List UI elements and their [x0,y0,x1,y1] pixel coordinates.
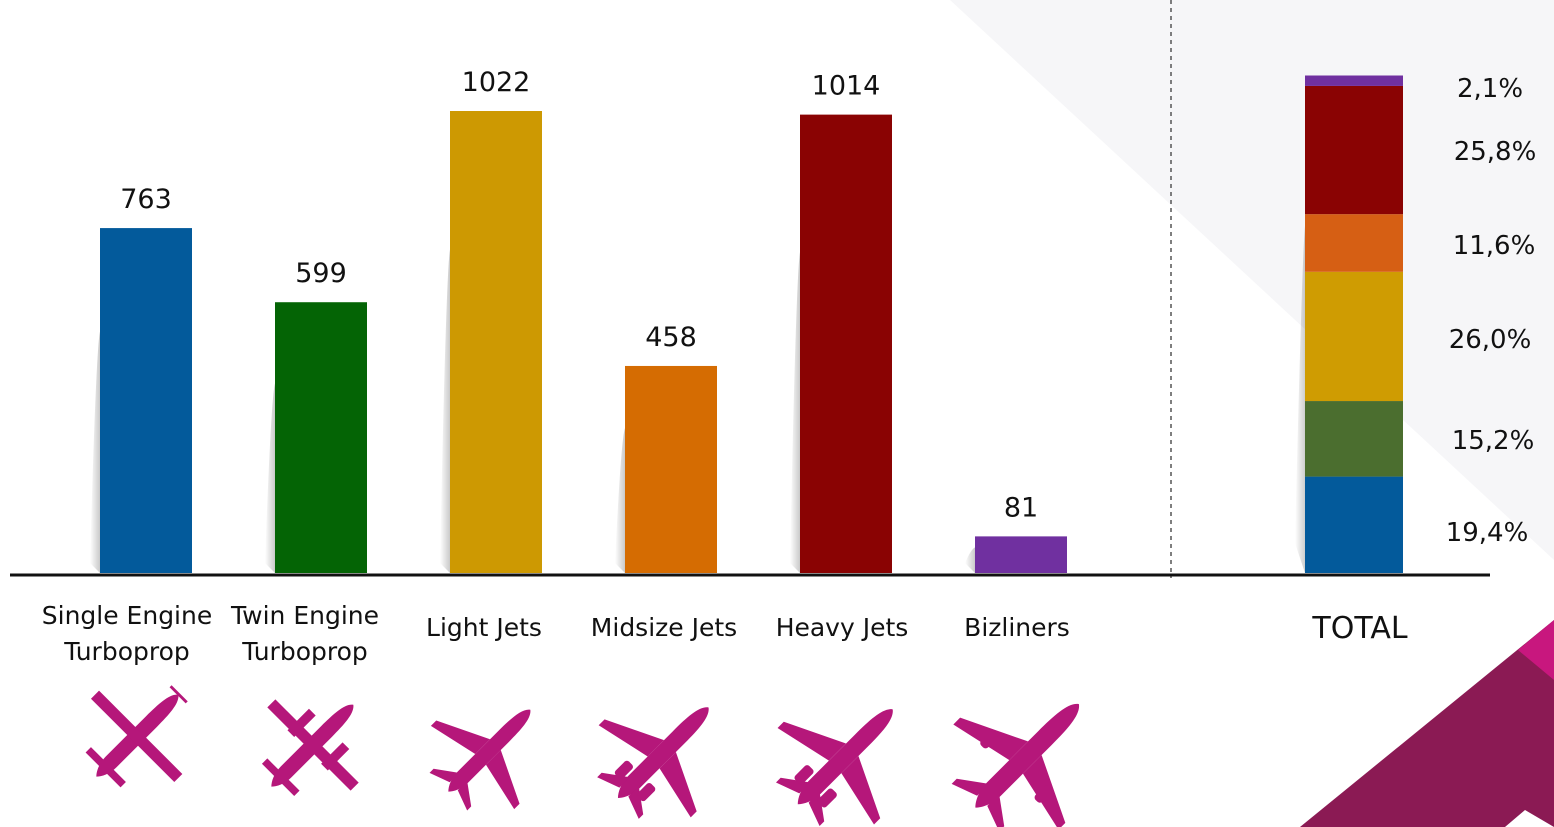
bar-value-label: 81 [1004,492,1038,523]
bar-shadow [265,383,275,573]
stack-segment [1305,271,1403,402]
category-label: Bizliners [964,613,1070,642]
plane-engine [287,708,316,737]
bar-value-label: 458 [645,322,697,353]
bar-value-label: 599 [295,258,347,289]
stack-segment [1305,401,1403,477]
light-jet-plane-icon [429,709,531,811]
plane-fuselage [617,707,709,799]
bar-shadow [440,249,450,573]
plane-wing [267,699,359,791]
twin-engine-turboprop-plane-icon [261,699,359,797]
stack-percent-label: 25,8% [1454,137,1537,167]
bar [275,302,367,573]
bar [450,111,542,573]
plane-engine [614,760,633,779]
heavy-jet-plane-icon [775,709,893,827]
bar-shadow [790,252,800,573]
midsize-jet-plane-icon [597,707,709,819]
stack-percent-label: 26,0% [1449,325,1532,355]
plane-engine [637,783,656,802]
bar-shadow [965,547,975,573]
plane-propeller [169,685,188,704]
category-label: Single Engine [42,601,212,630]
bar-value-label: 1014 [812,71,881,102]
plane-tail [429,768,472,811]
bar [800,114,892,573]
single-engine-turboprop-plane-icon [85,685,188,788]
bar-value-label: 1022 [462,67,531,98]
category-label: Twin Engine [230,601,379,630]
plane-engine [980,731,998,749]
stack-percent-label: 2,1% [1457,74,1523,104]
plane-tail [261,758,300,797]
bar [100,228,192,573]
plane-tail [775,777,825,827]
stack-segment [1305,476,1403,573]
corner-decoration-dark [1300,620,1554,827]
stack-segment [1305,85,1403,215]
stack-percent-label: 15,2% [1452,426,1535,456]
plane-wing [430,720,520,810]
total-category-label: TOTAL [1311,611,1407,646]
stack-segment [1305,214,1403,272]
bar [975,536,1067,573]
plane-fuselage [448,709,531,792]
plane-engine [321,742,350,771]
bar-shadow [615,428,625,573]
category-label: Heavy Jets [776,613,909,642]
stack-percent-label: 19,4% [1446,518,1529,548]
plane-fuselage [797,709,893,805]
plane-engine [817,788,837,808]
bar-value-label: 763 [120,184,172,215]
category-label: Midsize Jets [591,613,737,642]
plane-wing [598,719,697,818]
plane-engine [794,765,814,785]
stack-percent-label: 11,6% [1453,231,1536,261]
plane-tail [951,778,1005,827]
plane-engine [1034,785,1052,803]
stack-segment [1305,75,1403,86]
bizliner-plane-icon [951,704,1079,827]
bar-shadow [90,331,100,573]
corner-decoration-notch [1505,810,1554,827]
corner-decoration-light [1518,620,1554,680]
plane-wing [953,717,1066,827]
category-label: Turboprop [241,637,368,666]
bar [625,365,717,573]
plane-fuselage [975,704,1079,808]
stack-shadow [1295,226,1305,573]
plane-wing [90,690,183,783]
category-label: Light Jets [426,613,542,642]
plane-tail [597,772,644,819]
category-label: Turboprop [63,637,190,666]
plane-wing [777,721,881,825]
plane-tail [85,747,126,788]
